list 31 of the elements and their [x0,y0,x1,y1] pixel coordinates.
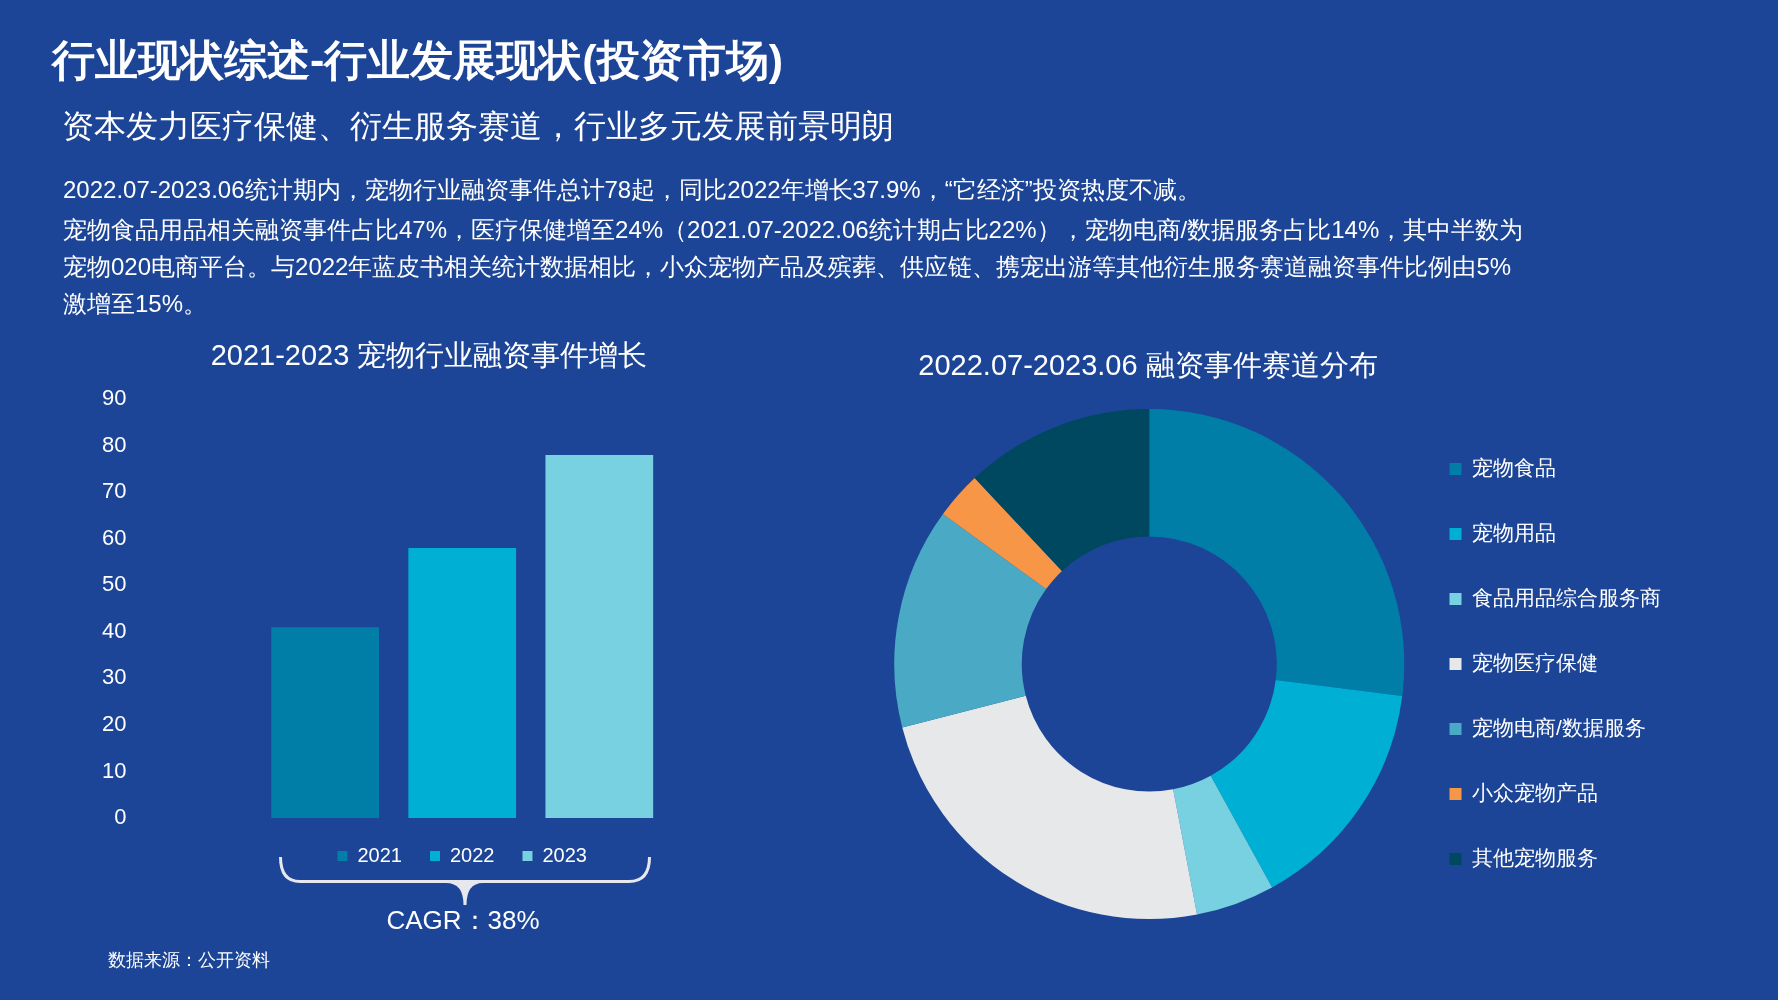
y-tick-label: 80 [101,431,127,457]
legend-label: 小众宠物产品 [1472,780,1598,804]
text: 2022.07-2023.06统计期内，宠物行业融资事件总计78起，同比2022年增长37.9%，“它经济”投资热度不减。 [63,175,1202,205]
text: 行业现状综述-行业发展现状(投资市场) [52,35,783,86]
bar [408,548,517,818]
source-note: 数据来源：公开资料 [108,949,270,971]
y-tick-label: 0 [114,804,127,830]
bar [271,627,380,818]
text: CAGR：38% [385,905,541,935]
y-tick-label: 90 [101,385,127,411]
legend-label: 2023 [542,843,587,866]
legend-label: 食品用品综合服务商 [1472,585,1661,609]
legend-label: 2021 [357,843,402,866]
legend-label: 宠物食品 [1472,455,1556,479]
chart-title: 2021-2023 宠物行业融资事件增长 [209,338,649,372]
y-tick-label: 50 [101,571,127,597]
y-tick-label: 40 [101,617,127,643]
y-tick-label: 60 [101,524,127,550]
legend-label: 宠物电商/数据服务 [1472,715,1646,739]
chart-title: 2022.07-2023.06 融资事件赛道分布 [917,348,1379,382]
y-tick-label: 10 [101,757,127,783]
legend-label: 2022 [449,843,495,866]
text: 资本发力医疗保健、衍生服务赛道，行业多元发展前景明朗 [62,107,894,145]
y-tick-label: 30 [101,664,127,690]
legend-label: 其他宠物服务 [1472,845,1598,869]
y-tick-label: 70 [101,478,127,504]
bar [545,455,654,818]
legend-label: 宠物医疗保健 [1472,650,1598,674]
y-tick-label: 20 [101,711,127,736]
legend-label: 宠物用品 [1472,520,1556,544]
text: 宠物食品用品相关融资事件占比47%，医疗保健增至24%（2021.07-2022.06统计期占比22%），宠物电商/数据服务占比14%，其中半数为宠物020电商平台。与2022年蓝皮书相关统计数据相比，小众宠物产品及殡葬、供应链、携宠出游等其他衍生服务赛道融资事件比例由5%激增至15%。 [63,215,1525,319]
